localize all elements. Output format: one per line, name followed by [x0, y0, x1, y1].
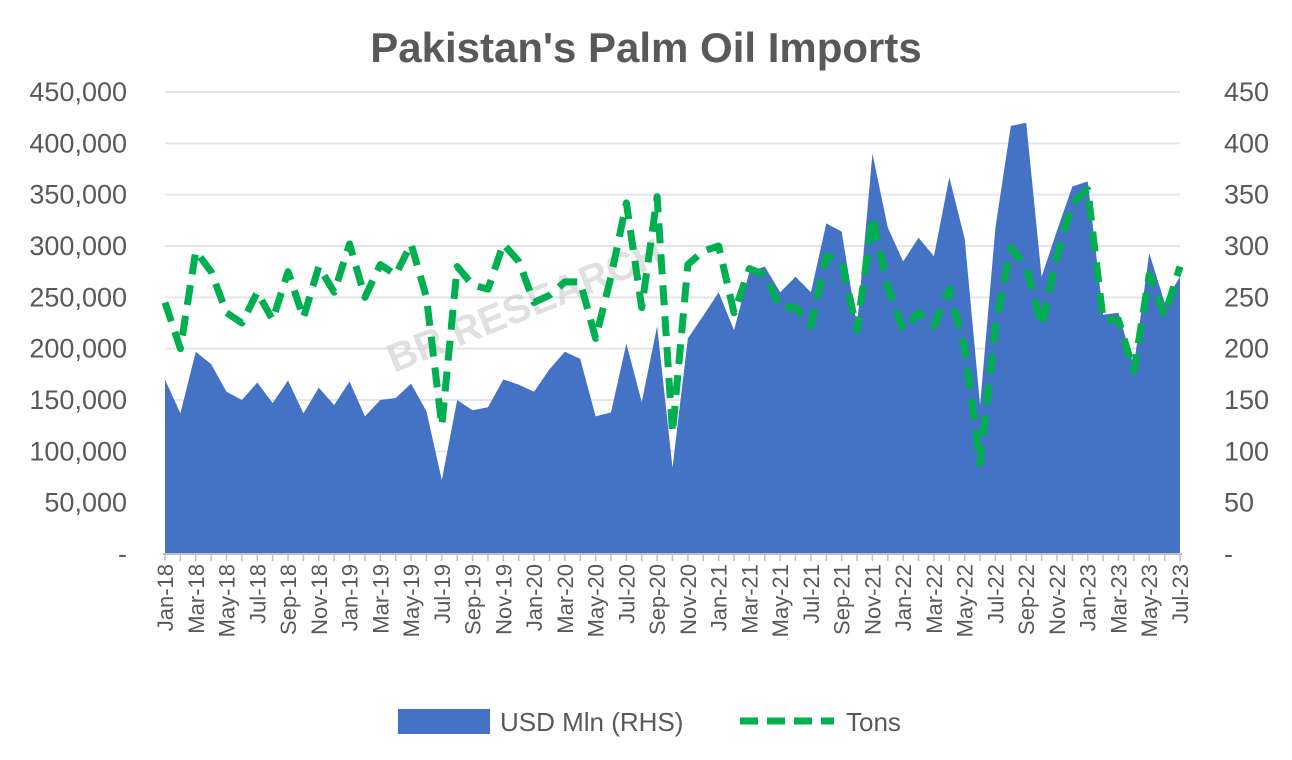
left-tick-label: 50,000 — [44, 488, 127, 518]
left-tick-label: - — [118, 539, 127, 569]
x-tick-label: Sep-22 — [1014, 564, 1039, 635]
usd-area-layer — [165, 122, 1180, 555]
tons-line-layer — [161, 186, 1184, 468]
left-tick-label: 150,000 — [29, 385, 127, 415]
x-tick-label: Sep-19 — [461, 564, 486, 635]
x-tick-label: Mar-19 — [368, 564, 393, 634]
x-tick-label: Jan-20 — [522, 564, 547, 631]
chart-title: Pakistan's Palm Oil Imports — [370, 24, 922, 71]
right-tick-label: 300 — [1224, 231, 1269, 261]
axes — [163, 553, 1182, 561]
left-tick-label: 100,000 — [29, 436, 127, 466]
tons-line-series — [161, 186, 1184, 468]
x-tick-label: Nov-20 — [676, 564, 701, 635]
right-tick-label: 100 — [1224, 436, 1269, 466]
x-tick-label: Jul-23 — [1168, 564, 1193, 624]
x-tick-label: May-18 — [215, 564, 240, 637]
x-tick-label: May-20 — [584, 564, 609, 637]
x-tick-label: Jan-19 — [338, 564, 363, 631]
legend-swatch-usd — [398, 709, 490, 734]
right-tick-label: 200 — [1224, 334, 1269, 364]
x-tick-label: Nov-21 — [860, 564, 885, 635]
x-tick-label: May-21 — [768, 564, 793, 637]
x-tick-label: Jul-22 — [983, 564, 1008, 624]
x-tick-label: May-19 — [399, 564, 424, 637]
left-tick-label: 450,000 — [29, 77, 127, 107]
x-tick-label: May-23 — [1137, 564, 1162, 637]
legend-label-usd: USD Mln (RHS) — [500, 707, 683, 737]
usd-area-series — [165, 122, 1180, 555]
x-tick-label: Jul-18 — [245, 564, 270, 624]
right-tick-label: 350 — [1224, 180, 1269, 210]
x-tick-label: Jan-18 — [153, 564, 178, 631]
x-axis-ticks: Jan-18 Mar-18 May-18 Jul-18 Sep-18 Nov-18 Jan-… — [153, 564, 1193, 637]
x-tick-label: Mar-18 — [184, 564, 209, 634]
x-tick-label: Mar-20 — [553, 564, 578, 634]
x-tick-label: Jan-22 — [891, 564, 916, 631]
x-tick-label: Sep-20 — [645, 564, 670, 635]
right-tick-label: - — [1224, 539, 1233, 569]
right-tick-label: 250 — [1224, 282, 1269, 312]
x-tick-label: Jan-23 — [1076, 564, 1101, 631]
x-tick-label: Nov-22 — [1045, 564, 1070, 635]
x-tick-label: Jan-21 — [707, 564, 732, 631]
right-tick-label: 50 — [1224, 488, 1254, 518]
x-tick-label: Jul-20 — [614, 564, 639, 624]
x-tick-label: Sep-18 — [276, 564, 301, 635]
right-tick-label: 150 — [1224, 385, 1269, 415]
x-tick-label: May-22 — [953, 564, 978, 637]
legend-label-tons: Tons — [846, 707, 901, 737]
left-tick-label: 250,000 — [29, 282, 127, 312]
x-tick-label: Sep-21 — [830, 564, 855, 635]
legend: USD Mln (RHS) Tons — [398, 707, 901, 737]
left-tick-label: 400,000 — [29, 128, 127, 158]
x-tick-label: Nov-19 — [491, 564, 516, 635]
x-tick-label: Mar-21 — [737, 564, 762, 634]
right-axis-ticks: - 50 100 150 200 250 300 350 400 450 — [1224, 77, 1269, 569]
x-tick-label: Nov-18 — [307, 564, 332, 635]
left-tick-label: 300,000 — [29, 231, 127, 261]
left-axis-ticks: - 50,000 100,000 150,000 200,000 250,000 300,0… — [29, 77, 127, 569]
right-tick-label: 400 — [1224, 128, 1269, 158]
x-tick-label: Jul-19 — [430, 564, 455, 624]
left-tick-label: 350,000 — [29, 180, 127, 210]
right-tick-label: 450 — [1224, 77, 1269, 107]
x-tick-label: Mar-22 — [922, 564, 947, 634]
x-tick-label: Mar-23 — [1106, 564, 1131, 634]
left-tick-label: 200,000 — [29, 334, 127, 364]
x-tick-label: Jul-21 — [799, 564, 824, 624]
